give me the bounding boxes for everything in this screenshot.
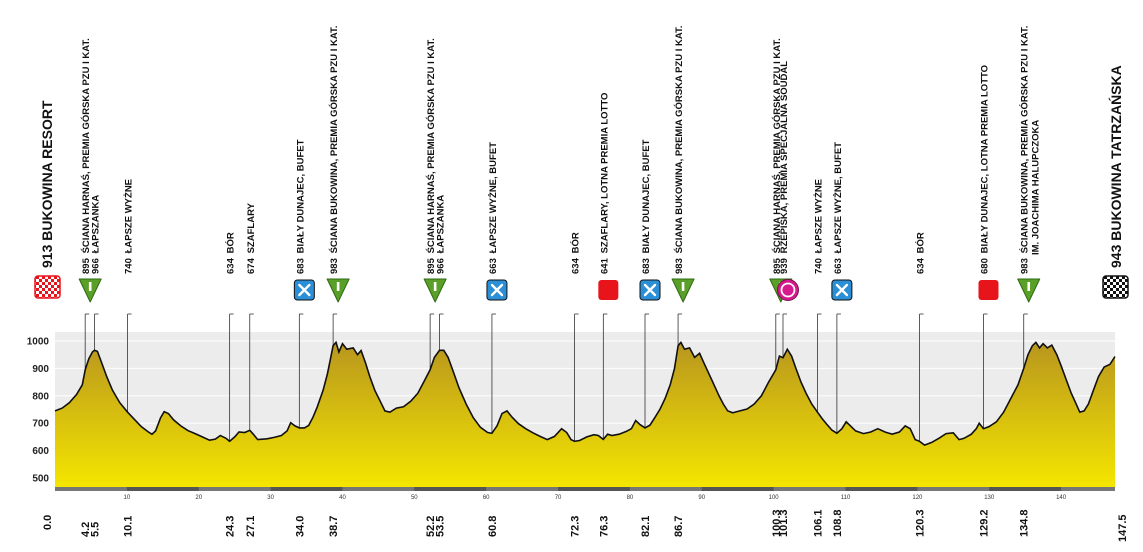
x-tick-label: 90: [698, 495, 705, 501]
y-tick-label: 900: [32, 364, 49, 375]
marker-label: 641 SZAFLARY, LOTNA PREMIA LOTTO: [599, 93, 610, 274]
sprint-icon: [598, 280, 619, 300]
marker-label: 663 ŁAPSZE WYŻNE, BUFET: [833, 142, 844, 274]
x-tick-label: 70: [555, 495, 562, 501]
marker-icons: [78, 278, 1041, 303]
marker-label: 895 ŚCIANA HARNAŚ, PREMIA GÓRSKA PZU I K…: [425, 38, 437, 274]
x-tick-label: 100: [769, 495, 780, 501]
y-tick-label: 800: [32, 391, 49, 402]
marker-label: 683 BIAŁY DUNAJEC, BUFET: [295, 139, 306, 274]
axis-segment: [270, 487, 343, 491]
marker-km-label: 134.8: [1019, 509, 1031, 537]
x-tick-label: 140: [1056, 495, 1067, 501]
feed-icon: [831, 279, 853, 301]
marker-label: 634 BÓR: [570, 232, 582, 274]
marker-km-label: 106.1: [812, 509, 824, 537]
marker-label: 895 ŚCIANA HARNAŚ, PREMIA GÓRSKA PZU I K…: [80, 38, 92, 274]
axis-segment: [989, 487, 1062, 491]
sprint-icon: [978, 280, 999, 300]
y-tick-label: 700: [32, 419, 49, 430]
marker-label: 895 ŚCIANA HARNAŚ, PREMIA GÓRSKA PZU I K…: [771, 38, 783, 274]
x-tick-label: 120: [912, 495, 923, 501]
marker-km-label: 82.1: [640, 516, 652, 537]
x-tick-label: 10: [124, 495, 131, 501]
marker-label: 683 BIAŁY DUNAJEC, BUFET: [641, 139, 652, 274]
climb-icon: [423, 278, 447, 303]
axis-segment: [414, 487, 487, 491]
marker-km-labels: 4.25.5 10.1 24.3 27.1 34.0 38.7 52.253.5 60.8 72…: [80, 509, 1031, 537]
marker-label: 966 ŁAPSZANKA: [435, 195, 446, 274]
start-label: 913 BUKOWINA RESORT: [39, 100, 55, 268]
x-tick-label: 80: [627, 495, 634, 501]
marker-km-label: 27.1: [245, 516, 257, 537]
marker-label: 983 ŚCIANA BUKOWINA, PREMIA GÓRSKA PZU I…: [328, 26, 340, 274]
marker-km-label: 10.1: [123, 516, 135, 537]
marker-km-label: 60.8: [487, 516, 499, 537]
finish-km-label: 147.5: [1117, 514, 1129, 542]
axis-segment: [558, 487, 630, 491]
climb-icon: [326, 278, 350, 303]
axis-segment: [845, 487, 918, 491]
marker-km-label: 52.2: [425, 516, 437, 537]
x-tick-label: 130: [984, 495, 995, 501]
y-tick-label: 500: [32, 474, 49, 485]
climb-icon: [671, 278, 695, 303]
axis-segment: [126, 487, 199, 491]
marker-label: 983 ŚCIANA BUKOWINA, PREMIA GÓRSKA PZU I…: [673, 26, 685, 274]
marker-label: 680 BIAŁY DUNAJEC, LOTNA PREMIA LOTTO: [979, 65, 990, 274]
finish-label: 943 BUKOWINA TATRZAŃSKA: [1108, 65, 1124, 268]
x-tick-label: 20: [195, 495, 202, 501]
marker-label: 674 SZAFLARY: [246, 202, 257, 274]
marker-km-label: 34.0: [294, 516, 306, 537]
feed-icon: [293, 279, 315, 301]
feed-icon: [486, 279, 508, 301]
x-tick-label: 50: [411, 495, 418, 501]
x-tick-label: 40: [339, 495, 346, 501]
marker-label: 983 ŚCIANA BUKOWINA, PREMIA GÓRSKA PZU I…: [1019, 26, 1031, 274]
marker-km-label: 24.3: [225, 516, 237, 537]
marker-km-label: 53.5: [434, 516, 446, 537]
start-block: 913 BUKOWINA RESORT 0.0: [34, 100, 61, 530]
axis-segment: [701, 487, 774, 491]
y-tick-labels: 500 600 700 800 900 1000: [27, 337, 50, 485]
marker-labels: 895 ŚCIANA HARNAŚ, PREMIA GÓRSKA PZU I K…: [80, 26, 1042, 274]
marker-label: 634 BÓR: [225, 232, 237, 274]
marker-km-label: 129.2: [978, 509, 990, 537]
marker-km-label: 108.8: [832, 509, 844, 537]
marker-km-label: 86.7: [673, 516, 685, 537]
marker-label: 966 ŁAPSZANKA: [91, 195, 102, 274]
marker-km-label: 5.5: [90, 522, 102, 537]
finish-flag-icon: [1102, 275, 1129, 299]
x-tick-label: 110: [841, 495, 851, 501]
marker-km-label: 120.3: [915, 509, 927, 537]
marker-km-label: 38.7: [328, 516, 340, 537]
marker-km-label: 4.2: [80, 522, 92, 537]
marker-label: 939 RZEPISKA, PREMIA SPECJALNA SOUDAL: [779, 61, 790, 274]
marker-label: 663 ŁAPSZE WYŻNE, BUFET: [488, 142, 499, 274]
distance-axis-bar: [55, 487, 1115, 491]
x-tick-label: 60: [483, 495, 490, 501]
y-tick-label: 1000: [27, 337, 50, 348]
finish-block: 943 BUKOWINA TATRZAŃSKA 147.5: [1102, 65, 1129, 542]
climb-icon: [1017, 278, 1041, 303]
marker-label-line2: IM. JOACHIMA HALUPCZOKA: [1031, 120, 1042, 274]
x-tick-label: 30: [267, 495, 274, 501]
climb-icon: [78, 278, 102, 303]
marker-km-label: 101.3: [778, 509, 790, 537]
y-tick-label: 600: [32, 446, 49, 457]
marker-km-label: 76.3: [598, 516, 610, 537]
special-icon: [776, 279, 799, 301]
feed-icon: [639, 279, 661, 301]
start-km-label: 0.0: [42, 515, 54, 530]
marker-km-label: 72.3: [570, 516, 582, 537]
start-flag-icon: [34, 275, 61, 299]
elevation-outline: [54, 340, 1116, 447]
marker-label: 634 BÓR: [915, 232, 927, 274]
marker-km-label: 100.3: [771, 509, 783, 537]
marker-label: 740 ŁAPSZE WYŻNE: [813, 179, 824, 274]
x-tick-labels: 10 20 30 40 50 60 70 80 90 100 110 120 130 140: [124, 495, 1067, 501]
marker-label: 740 ŁAPSZE WYŻNE: [124, 179, 135, 274]
elevation-area: [55, 342, 1115, 487]
